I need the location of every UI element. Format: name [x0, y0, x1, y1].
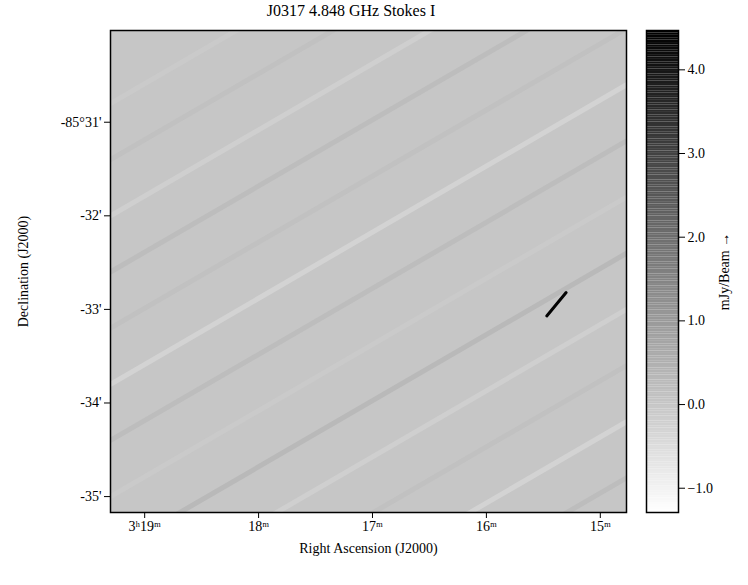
svg-text:2.0: 2.0 [688, 230, 706, 245]
svg-text:-34': -34' [80, 395, 101, 410]
svg-text:15ᵐ: 15ᵐ [590, 519, 611, 534]
svg-text:17ᵐ: 17ᵐ [362, 519, 383, 534]
svg-text:Right Ascension (J2000): Right Ascension (J2000) [299, 541, 438, 557]
svg-text:3ʰ19ᵐ: 3ʰ19ᵐ [129, 519, 161, 534]
html-text:J0317 4.848 GHz Stokes I: J0317 4.848 GHz Stokes I [266, 2, 436, 19]
svg-text:-85°31': -85°31' [61, 115, 102, 130]
svg-text:-32': -32' [80, 208, 101, 223]
svg-text:18ᵐ: 18ᵐ [248, 519, 269, 534]
svg-text:Declination (J2000): Declination (J2000) [16, 215, 32, 327]
svg-text:0.0: 0.0 [688, 397, 706, 412]
svg-text:mJy/Beam →: mJy/Beam → [717, 233, 732, 310]
svg-text:4.0: 4.0 [688, 62, 706, 77]
svg-text:1.0: 1.0 [688, 313, 706, 328]
svg-text:3.0: 3.0 [688, 146, 706, 161]
svg-text:-35': -35' [80, 489, 101, 504]
svg-text:16ᵐ: 16ᵐ [476, 519, 497, 534]
svg-text:−1.0: −1.0 [688, 481, 713, 496]
svg-text:-33': -33' [80, 302, 101, 317]
